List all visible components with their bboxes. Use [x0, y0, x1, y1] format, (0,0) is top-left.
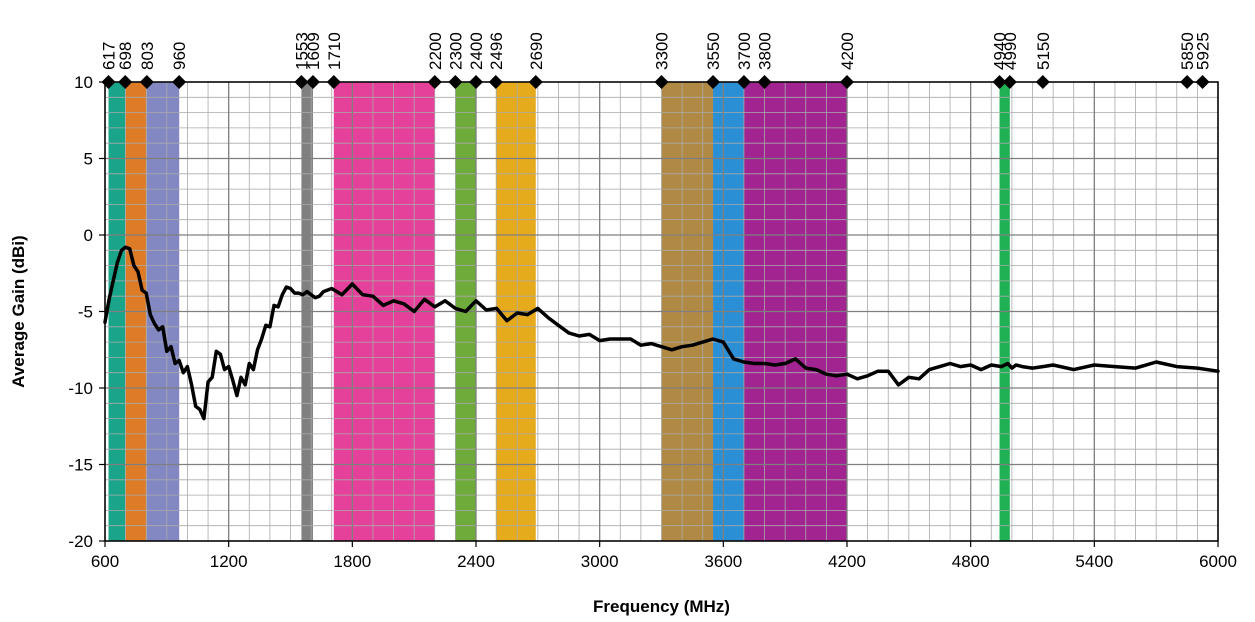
x-tick-label: 2400 [457, 552, 495, 571]
marker-diamond [294, 75, 309, 89]
marker-diamond [101, 75, 116, 89]
marker-label: 2690 [527, 32, 546, 70]
marker-diamond [706, 75, 721, 89]
marker-diamond [757, 75, 772, 89]
marker-label: 5150 [1034, 32, 1053, 70]
y-tick-label: -15 [68, 456, 93, 475]
marker-diamond [427, 75, 442, 89]
marker-diamond [1002, 75, 1017, 89]
marker-label: 2200 [426, 32, 445, 70]
x-tick-label: 1200 [210, 552, 248, 571]
marker-label: 3300 [653, 32, 672, 70]
marker-label: 4200 [838, 32, 857, 70]
series-line-0 [103, 245, 1220, 421]
marker-label: 617 [100, 42, 119, 70]
marker-diamond [326, 75, 341, 89]
marker-diamond [448, 75, 463, 89]
marker-label: 3800 [756, 32, 775, 70]
y-tick-label: -10 [68, 379, 93, 398]
x-tick-label: 4200 [828, 552, 866, 571]
marker-label: 5850 [1178, 32, 1197, 70]
marker-label: 960 [170, 42, 189, 70]
x-tick-label: 3000 [581, 552, 619, 571]
x-tick-label: 1800 [333, 552, 371, 571]
marker-label: 5925 [1194, 32, 1213, 70]
marker-diamond [469, 75, 483, 89]
marker-diamond [654, 75, 669, 89]
marker-diamond [118, 75, 133, 89]
marker-diamond [139, 75, 154, 89]
x-axis-title: Frequency (MHz) [593, 597, 730, 616]
x-tick-label: 4800 [952, 552, 990, 571]
marker-label: 698 [116, 42, 135, 70]
marker-diamond [172, 75, 187, 89]
x-tick-label: 6000 [1199, 552, 1237, 571]
marker-diamond [1195, 75, 1210, 89]
y-tick-label: -20 [68, 532, 93, 551]
x-tick-label: 5400 [1075, 552, 1113, 571]
marker-label: 3550 [704, 32, 723, 70]
series-group [103, 245, 1220, 421]
marker-diamond [840, 75, 854, 89]
marker-label: 2400 [467, 32, 486, 70]
marker-label: 2496 [487, 32, 506, 70]
y-axis-ticks: 10 5 0 -5 -10 -15 -20 [68, 73, 105, 551]
marker-diamond [305, 75, 320, 89]
y-axis-title: Average Gain (dBi) [9, 235, 28, 387]
marker-diamond [736, 75, 751, 89]
marker-diamond [1035, 75, 1050, 89]
marker-label: 4940 [991, 32, 1010, 70]
x-tick-label: 600 [91, 552, 119, 571]
marker-diamond [488, 75, 503, 89]
marker-label: 1710 [325, 32, 344, 70]
marker-label: 1553 [292, 32, 311, 70]
y-tick-label: 10 [74, 73, 93, 92]
x-tick-label: 3600 [704, 552, 742, 571]
marker-label: 2300 [446, 32, 465, 70]
marker-label: 1609 [304, 32, 323, 70]
marker-label: 4990 [1001, 32, 1020, 70]
marker-diamond [1180, 75, 1195, 89]
y-tick-label: 5 [84, 150, 93, 169]
y-tick-label: -5 [78, 303, 93, 322]
marker-label: 3700 [735, 32, 754, 70]
marker-label: 803 [138, 42, 157, 70]
marker-diamond [528, 75, 543, 89]
y-tick-label: 0 [84, 226, 93, 245]
x-axis-ticks: 600 1200 1800 2400 3000 3600 4200 4800 5400 6000 [91, 541, 1237, 571]
marker-diamond [992, 75, 1007, 89]
